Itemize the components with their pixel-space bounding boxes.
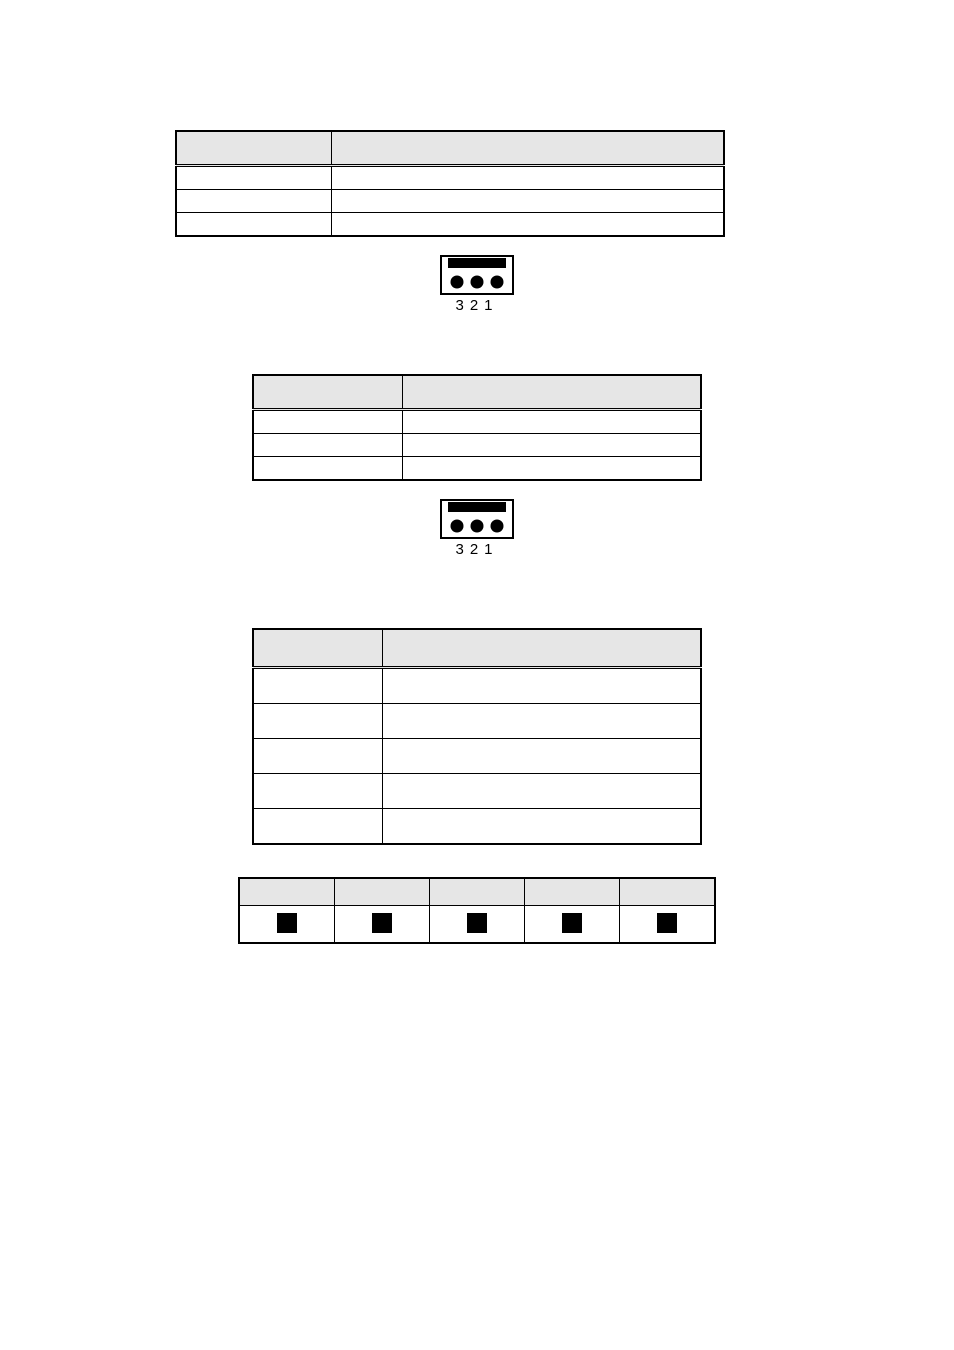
jumper-cell — [525, 906, 620, 944]
t3-r0c0 — [253, 668, 382, 704]
jumper-square-icon — [372, 913, 392, 933]
jumper-square-icon — [277, 913, 297, 933]
connector-diagram-1: 321 — [417, 255, 537, 314]
strip-h3 — [525, 878, 620, 906]
t2-r2c0 — [253, 457, 402, 481]
pin-label: 2 — [470, 541, 484, 558]
t3-col1 — [382, 629, 701, 668]
t3-r1c1 — [382, 704, 701, 739]
table-row — [253, 434, 701, 457]
connector-icon — [440, 255, 514, 295]
t2-col1 — [402, 375, 701, 410]
table-row — [253, 704, 701, 739]
jumper-cell — [430, 906, 525, 944]
jumper-cell — [239, 906, 335, 944]
jumper-square-icon — [657, 913, 677, 933]
t2-col0 — [253, 375, 402, 410]
pin-label: 1 — [484, 541, 498, 558]
table-row — [253, 457, 701, 481]
jumper-square-icon — [562, 913, 582, 933]
jumper-strip — [227, 877, 727, 944]
t2-r1c1 — [402, 434, 701, 457]
t3-r2c1 — [382, 739, 701, 774]
table-row — [253, 774, 701, 809]
jumper-cell — [620, 906, 716, 944]
table-row — [253, 809, 701, 845]
strip-h0 — [239, 878, 335, 906]
t2-r0c0 — [253, 410, 402, 434]
t1-col0 — [176, 131, 331, 166]
t1-r2c1 — [331, 213, 724, 237]
jumper-square-icon — [467, 913, 487, 933]
pin-label: 3 — [455, 297, 469, 314]
t1-r1c0 — [176, 190, 331, 213]
pin-table-3 — [252, 628, 702, 845]
t3-r1c0 — [253, 704, 382, 739]
connector1-labels: 321 — [417, 297, 537, 314]
t3-r0c1 — [382, 668, 701, 704]
t3-r3c0 — [253, 774, 382, 809]
strip-h4 — [620, 878, 716, 906]
t1-r2c0 — [176, 213, 331, 237]
connector2-labels: 321 — [417, 541, 537, 558]
pin-label: 1 — [484, 297, 498, 314]
strip-h1 — [335, 878, 430, 906]
t1-r1c1 — [331, 190, 724, 213]
table-row — [176, 213, 724, 237]
t3-r2c0 — [253, 739, 382, 774]
table-row — [176, 190, 724, 213]
table-row — [253, 410, 701, 434]
connector-icon — [440, 499, 514, 539]
pin-label: 2 — [470, 297, 484, 314]
table-row — [253, 739, 701, 774]
jumper-cell — [335, 906, 430, 944]
t1-col1 — [331, 131, 724, 166]
t3-col0 — [253, 629, 382, 668]
pin-table-2 — [252, 374, 702, 481]
strip-h2 — [430, 878, 525, 906]
table-row — [253, 668, 701, 704]
pin-table-1 — [175, 130, 725, 237]
t2-r2c1 — [402, 457, 701, 481]
connector-diagram-2: 321 — [417, 499, 537, 558]
table-row — [176, 166, 724, 190]
t2-r0c1 — [402, 410, 701, 434]
t1-r0c1 — [331, 166, 724, 190]
t1-r0c0 — [176, 166, 331, 190]
pin-label: 3 — [455, 541, 469, 558]
t2-r1c0 — [253, 434, 402, 457]
t3-r4c0 — [253, 809, 382, 845]
t3-r4c1 — [382, 809, 701, 845]
t3-r3c1 — [382, 774, 701, 809]
